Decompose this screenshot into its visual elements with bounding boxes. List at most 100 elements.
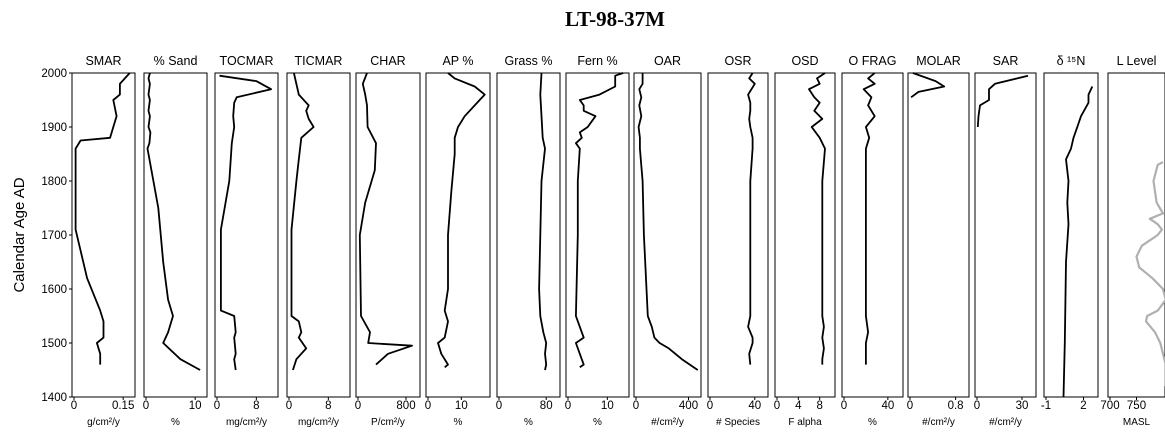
unit-label: mg/cm²/y xyxy=(226,417,267,428)
x-tick-label: 10 xyxy=(189,400,202,412)
x-tick-label: 0.15 xyxy=(112,400,134,412)
x-tick-label: 8 xyxy=(816,400,822,412)
chart-title: LT-98-37M xyxy=(565,7,665,31)
panel-frame xyxy=(907,72,970,398)
unit-label: % xyxy=(868,417,877,428)
panel-title: MOLAR xyxy=(916,54,960,68)
x-tick-label: -1 xyxy=(1041,400,1051,412)
series-line xyxy=(1062,86,1094,398)
panel-frame xyxy=(214,72,279,398)
series-line xyxy=(437,72,486,368)
panel-frame xyxy=(974,72,1037,398)
panel-12: MOLAR 0 0.8 #/cm²/y xyxy=(907,54,970,428)
series-line xyxy=(976,74,1029,128)
x-tick-label: 10 xyxy=(455,400,468,412)
panel-frame xyxy=(355,72,421,398)
panel-frame xyxy=(286,72,351,398)
panel-frame xyxy=(425,72,491,398)
panel-frame xyxy=(1043,72,1099,398)
panel-title: OSD xyxy=(791,54,818,68)
x-tick-label: 0 xyxy=(565,400,571,412)
y-tick-label: 1900 xyxy=(41,122,67,134)
unit-label: #/cm²/y xyxy=(989,417,1022,428)
panel-2: TOCMAR 0 8 mg/cm²/y xyxy=(214,54,279,428)
unit-label: # Species xyxy=(716,417,760,428)
x-tick-label: 0 xyxy=(214,400,220,412)
unit-label: % xyxy=(171,417,180,428)
y-tick-label: 1700 xyxy=(41,230,67,242)
panel-14: δ ¹⁵N -1 2 xyxy=(1041,54,1099,412)
unit-label: mg/cm²/y xyxy=(298,417,339,428)
series-line xyxy=(74,72,131,365)
panel-title: δ ¹⁵N xyxy=(1057,54,1086,68)
x-tick-label: 4 xyxy=(795,400,802,412)
y-axis-label: Calendar Age AD xyxy=(11,177,28,292)
x-tick-label: 2 xyxy=(1080,400,1086,412)
series-line xyxy=(637,73,699,371)
series-line xyxy=(219,74,273,371)
panel-5: AP % 0 10% xyxy=(425,54,491,428)
unit-label: P/cm²/y xyxy=(371,417,405,428)
series-line xyxy=(910,72,946,99)
x-tick-label: 0 xyxy=(907,400,913,412)
x-tick-label: 800 xyxy=(396,400,415,412)
unit-label: F alpha xyxy=(788,417,822,428)
panel-8: OAR 0 400 #/cm²/y xyxy=(633,54,702,428)
panel-10: OSD 0 4 8 F alpha xyxy=(774,54,836,428)
x-tick-label: 80 xyxy=(540,400,553,412)
panel-title: OSR xyxy=(724,54,751,68)
unit-label: MASL xyxy=(1123,417,1151,428)
unit-label: % xyxy=(524,417,533,428)
series-line xyxy=(358,72,413,366)
x-tick-label: 40 xyxy=(748,400,761,412)
x-tick-label: 10 xyxy=(601,400,614,412)
x-tick-label: 0 xyxy=(707,400,713,412)
panel-title: SAR xyxy=(993,54,1019,68)
panel-13: SAR 0 30 #/cm²/y xyxy=(974,54,1037,428)
x-tick-label: 0 xyxy=(71,400,77,412)
panel-title: TOCMAR xyxy=(220,54,274,68)
x-tick-label: 40 xyxy=(881,400,894,412)
unit-label: % xyxy=(454,417,463,428)
series-line xyxy=(575,72,624,369)
panel-title: L Level xyxy=(1117,54,1157,68)
panel-title: CHAR xyxy=(370,54,405,68)
panel-0: SMAR 0 0.15 g/cm²/y xyxy=(71,54,136,428)
panel-4: CHAR 0 800 P/cm²/y xyxy=(355,54,421,428)
series-line xyxy=(747,72,756,365)
y-tick-label: 1600 xyxy=(41,284,67,296)
panel-7: Fern % 0 10% xyxy=(565,54,630,428)
y-tick-label: 2000 xyxy=(41,68,67,80)
panel-frame xyxy=(707,72,769,398)
unit-label: % xyxy=(593,417,602,428)
x-tick-label: 0 xyxy=(841,400,847,412)
panel-title: AP % xyxy=(442,54,473,68)
panel-title: SMAR xyxy=(85,54,121,68)
series-line xyxy=(290,72,315,371)
y-axis: 1400 1500 1600 1700 1800 1900 2000 xyxy=(41,68,72,404)
x-tick-label: 0 xyxy=(974,400,980,412)
panel-title: O FRAG xyxy=(849,54,897,68)
series-line xyxy=(538,72,548,371)
x-tick-label: 8 xyxy=(325,400,331,412)
panel-frame xyxy=(71,72,136,398)
x-tick-label: 0 xyxy=(143,400,149,412)
unit-label: g/cm²/y xyxy=(87,417,120,428)
x-tick-label: 30 xyxy=(1016,400,1029,412)
panel-1: % Sand 0 10% xyxy=(143,54,208,428)
panel-frame xyxy=(496,72,561,398)
panel-9: OSR 0 40 # Species xyxy=(707,54,769,428)
y-tick-label: 1400 xyxy=(41,392,67,404)
x-tick-label: 0 xyxy=(774,400,780,412)
x-tick-label: 700 xyxy=(1100,400,1119,412)
y-tick-label: 1500 xyxy=(41,338,67,350)
unit-label: #/cm²/y xyxy=(651,417,684,428)
panel-6: Grass % 0 80% xyxy=(496,54,561,428)
panels: SMAR 0 0.15 g/cm²/y % Sand 0 10% TOCMAR 0 8 mg/cm²… xyxy=(71,54,1165,428)
panel-frame xyxy=(143,72,208,398)
x-tick-label: 0.8 xyxy=(948,400,964,412)
panel-frame xyxy=(633,72,702,398)
x-tick-label: 0 xyxy=(633,400,639,412)
panel-title: TICMAR xyxy=(295,54,343,68)
